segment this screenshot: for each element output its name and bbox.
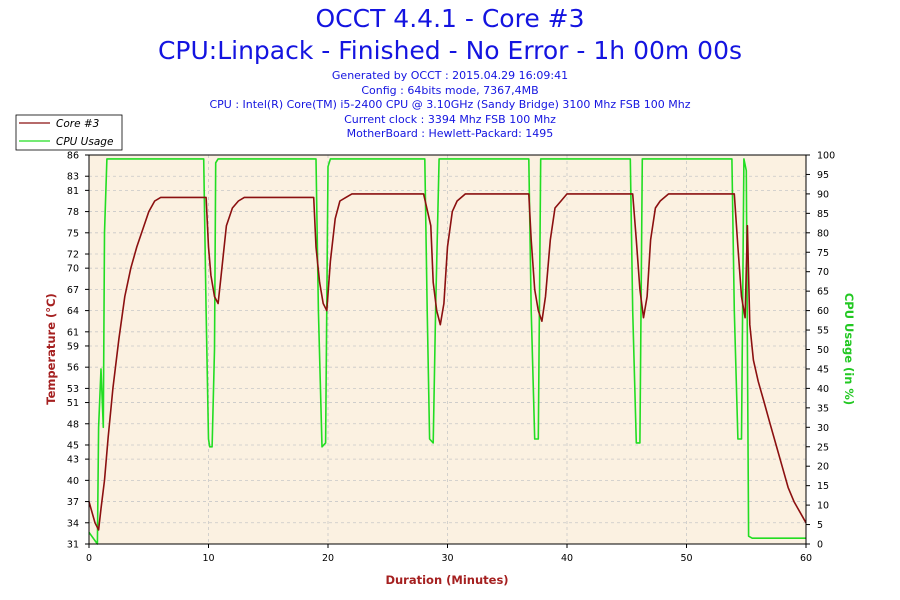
system-info: Generated by OCCT : 2015.04.29 16:09:41 …: [0, 69, 900, 142]
y-right-tick-label: 70: [817, 267, 829, 278]
y-left-tick-label: 75: [67, 228, 79, 239]
y-right-tick-label: 5: [817, 520, 823, 531]
y-right-tick-label: 0: [817, 540, 823, 551]
info-motherboard: MotherBoard : Hewlett-Packard: 1495: [346, 127, 554, 140]
info-config: Config : 64bits mode, 7367,4MB: [361, 83, 539, 97]
y-right-tick-label: 65: [817, 287, 829, 298]
x-axis-label: Duration (Minutes): [385, 573, 508, 587]
x-tick-label: 40: [561, 553, 573, 564]
y-right-tick-label: 30: [817, 423, 829, 434]
y-left-tick-label: 53: [67, 384, 79, 395]
info-generated: Generated by OCCT : 2015.04.29 16:09:41: [331, 69, 569, 82]
y-left-tick-label: 67: [67, 285, 79, 296]
y-right-tick-label: 95: [817, 170, 829, 181]
info-cpu: CPU : Intel(R) Core(TM) i5-2400 CPU @ 3.…: [209, 98, 691, 111]
y-right-tick-label: 85: [817, 209, 829, 220]
y-left-tick-label: 48: [67, 419, 79, 430]
y-axis-left-label: Temperature (°C): [44, 293, 58, 404]
y-left-tick-label: 64: [67, 306, 79, 317]
y-right-tick-label: 55: [817, 326, 829, 337]
y-right-tick-label: 100: [817, 151, 835, 162]
y-right-tick-label: 90: [817, 189, 829, 200]
x-tick-label: 10: [202, 553, 214, 564]
x-tick-label: 60: [800, 553, 812, 564]
y-left-tick-label: 81: [67, 186, 79, 197]
legend-box: [15, 114, 123, 151]
y-left-tick-label: 40: [67, 476, 79, 487]
grid-lines: [89, 155, 806, 544]
axis-ticks: 0 10 20 30 40 50 60313437404345485153565961646…: [67, 151, 835, 565]
chart-title: OCCT 4.4.1 - Core #3: [315, 4, 585, 33]
legend-label-cpu-usage: CPU Usage: [56, 136, 113, 148]
info-current-clock: Current clock : 3394 Mhz FSB 100 Mhz: [344, 112, 556, 126]
series-line-core3: [88, 193, 807, 531]
y-left-tick-label: 56: [67, 363, 79, 374]
y-right-tick-label: 40: [817, 384, 829, 395]
y-right-tick-label: 45: [817, 364, 829, 375]
x-tick-label: 0: [86, 553, 92, 564]
y-right-tick-label: 80: [817, 228, 829, 239]
y-right-tick-label: 15: [817, 481, 829, 492]
y-left-tick-label: 61: [67, 327, 79, 338]
y-left-tick-label: 70: [67, 264, 79, 275]
x-tick-label: 30: [441, 553, 453, 564]
y-left-tick-label: 86: [67, 151, 79, 162]
y-right-tick-label: 75: [817, 248, 829, 259]
y-left-tick-label: 43: [67, 455, 79, 466]
y-left-tick-label: 59: [67, 341, 79, 352]
y-left-tick-label: 78: [67, 207, 79, 218]
y-left-tick-label: 45: [67, 440, 79, 451]
y-right-tick-label: 25: [817, 442, 829, 453]
y-left-tick-label: 72: [67, 250, 79, 261]
y-right-tick-label: 20: [817, 462, 829, 473]
y-right-tick-label: 60: [817, 306, 829, 317]
y-right-tick-label: 10: [817, 501, 829, 512]
series-layer: [88, 158, 807, 545]
y-left-tick-label: 83: [67, 172, 79, 183]
y-right-tick-label: 35: [817, 403, 829, 414]
series-line-cpu-usage: [88, 158, 806, 545]
y-left-tick-label: 34: [67, 518, 79, 529]
y-right-tick-label: 50: [817, 345, 829, 356]
x-tick-label: 50: [680, 553, 692, 564]
chart-subtitle: CPU:Linpack - Finished - No Error - 1h 0…: [157, 36, 743, 65]
y-left-tick-label: 51: [67, 398, 79, 409]
y-axis-right-label: CPU Usage (in %): [842, 293, 856, 405]
legend: Core #3 CPU Usage: [15, 114, 123, 151]
legend-label-core3: Core #3: [56, 118, 99, 130]
y-left-tick-label: 37: [67, 497, 79, 508]
y-left-tick-label: 31: [67, 540, 79, 551]
x-tick-label: 20: [322, 553, 334, 564]
